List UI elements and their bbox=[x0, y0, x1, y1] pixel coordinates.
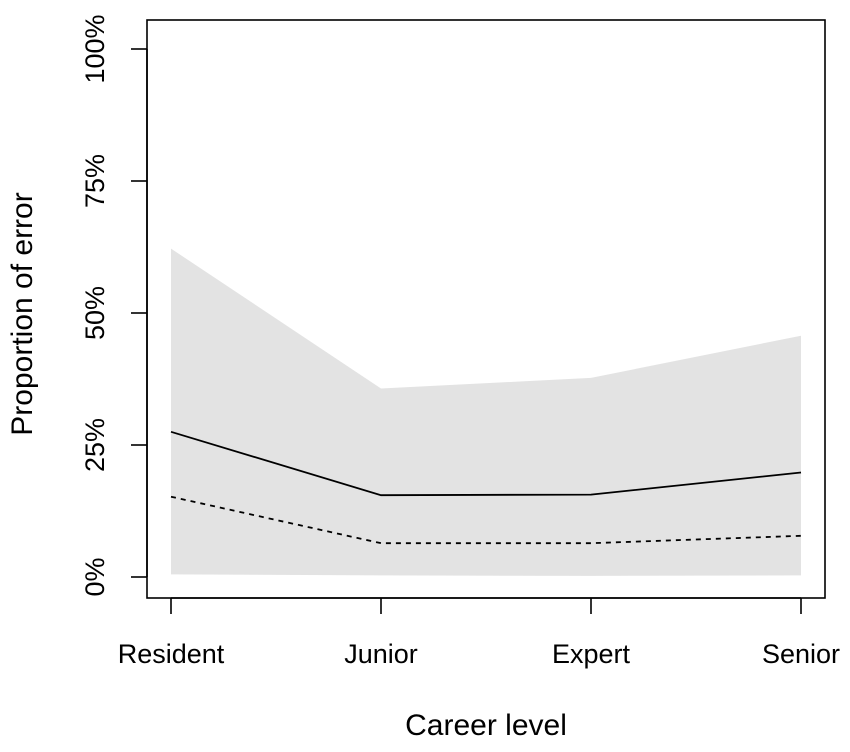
y-tick-label: 100% bbox=[80, 14, 110, 83]
series-line-dashed bbox=[170, 495, 802, 545]
x-tick-label: Senior bbox=[762, 639, 840, 669]
y-axis-title: Proportion of error bbox=[6, 192, 39, 435]
x-axis: Resident Junior Expert Senior bbox=[118, 597, 840, 669]
y-tick-label: 25% bbox=[80, 418, 110, 472]
x-tick-label: Resident bbox=[118, 639, 225, 669]
confidence-band bbox=[171, 248, 801, 576]
y-tick-label: 75% bbox=[80, 154, 110, 208]
x-tick-label: Expert bbox=[552, 639, 631, 669]
y-tick-label: 0% bbox=[80, 557, 110, 596]
x-axis-title: Career level bbox=[405, 709, 567, 742]
y-tick-label: 50% bbox=[80, 286, 110, 340]
series-line-solid bbox=[170, 430, 802, 497]
y-axis: 0% 25% 50% 75% 100% bbox=[80, 14, 148, 597]
x-tick-label: Junior bbox=[344, 639, 418, 669]
